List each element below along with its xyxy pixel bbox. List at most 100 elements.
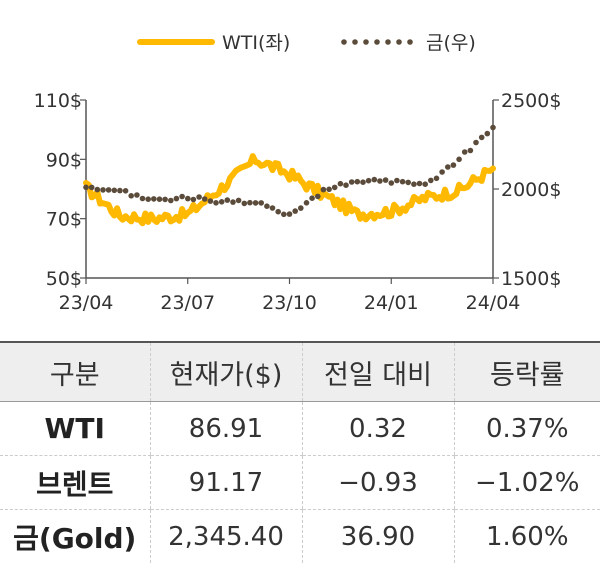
gold-series-point bbox=[100, 187, 106, 193]
y-left-tick-label: 50$ bbox=[46, 268, 82, 290]
legend-gold-swatch bbox=[407, 39, 413, 45]
y-left-tick-label: 110$ bbox=[34, 90, 82, 112]
gold-series-point bbox=[338, 181, 344, 187]
gold-series-point bbox=[191, 197, 197, 203]
y-left-tick-label: 70$ bbox=[46, 209, 82, 231]
gold-series-point bbox=[236, 198, 242, 204]
table-cell: 91.17 bbox=[150, 456, 302, 510]
gold-series-point bbox=[151, 196, 157, 202]
x-tick-label: 23/04 bbox=[59, 292, 114, 314]
legend-gold-label: 금(우) bbox=[426, 32, 476, 54]
legend-gold-swatch bbox=[396, 39, 402, 45]
gold-series-point bbox=[112, 188, 118, 194]
table-cell: 0.37% bbox=[454, 402, 600, 456]
gold-series-point bbox=[405, 180, 411, 186]
gold-series-point bbox=[292, 208, 298, 214]
gold-series-point bbox=[196, 194, 202, 200]
gold-series-point bbox=[417, 181, 423, 187]
x-tick-label: 23/10 bbox=[262, 292, 317, 314]
gold-series-point bbox=[185, 196, 191, 202]
gold-series-point bbox=[377, 178, 383, 184]
table-row: 브렌트 91.17 −0.93 −1.02% bbox=[0, 456, 600, 510]
table-header-row: 구분 현재가($) 전일 대비 등락률 bbox=[0, 342, 600, 402]
gold-series-point bbox=[208, 198, 214, 204]
gold-series-point bbox=[462, 149, 468, 155]
gold-series-point bbox=[275, 209, 281, 215]
gold-series-point bbox=[247, 200, 253, 206]
gold-series-point bbox=[445, 164, 451, 170]
gold-series-point bbox=[473, 140, 479, 146]
gold-series-point bbox=[315, 194, 321, 200]
legend-gold-swatch bbox=[341, 39, 347, 45]
gold-series-point bbox=[304, 200, 310, 206]
gold-series-point bbox=[117, 188, 123, 194]
gold-series-point bbox=[355, 179, 361, 185]
y-right-tick-label: 1500$ bbox=[501, 268, 561, 290]
legend-wti-label: WTI(좌) bbox=[222, 32, 290, 54]
y-right-tick-label: 2500$ bbox=[501, 90, 561, 112]
legend-gold-swatch bbox=[374, 39, 380, 45]
table-header-cell: 현재가($) bbox=[150, 342, 302, 402]
gold-series-point bbox=[140, 196, 146, 202]
table-row: WTI 86.91 0.32 0.37% bbox=[0, 402, 600, 456]
gold-series-point bbox=[349, 179, 355, 185]
table-row: 금(Gold) 2,345.40 36.90 1.60% bbox=[0, 510, 600, 563]
gold-series-point bbox=[366, 178, 372, 184]
gold-series-point bbox=[123, 188, 129, 194]
gold-series-point bbox=[162, 197, 168, 203]
gold-series-point bbox=[389, 180, 395, 186]
table-cell: 1.60% bbox=[454, 510, 600, 563]
legend-gold-swatch bbox=[385, 39, 391, 45]
gold-series-point bbox=[332, 185, 338, 191]
x-tick-label: 24/04 bbox=[466, 292, 521, 314]
row-label-cell: WTI bbox=[0, 402, 150, 456]
gold-series-point bbox=[174, 196, 180, 202]
table-cell: −1.02% bbox=[454, 456, 600, 510]
x-tick-label: 23/07 bbox=[160, 292, 215, 314]
table-cell: 86.91 bbox=[150, 402, 302, 456]
table-header-cell: 등락률 bbox=[454, 342, 600, 402]
gold-series-point bbox=[264, 203, 270, 209]
gold-series-point bbox=[372, 177, 378, 183]
gold-series-point bbox=[468, 148, 474, 154]
gold-series-point bbox=[309, 195, 315, 201]
chart-area: 110$ 90$ 70$ 50$ 2500$ 2000$ 1500$ 23/04 23/07 23… bbox=[0, 0, 600, 330]
gold-series-point bbox=[360, 179, 366, 185]
gold-series-point bbox=[281, 212, 287, 218]
gold-series-point bbox=[83, 185, 89, 191]
gold-series-point bbox=[219, 199, 225, 205]
row-label-cell: 금(Gold) bbox=[0, 510, 150, 563]
table-cell: 0.32 bbox=[302, 402, 454, 456]
gold-series-point bbox=[242, 201, 248, 207]
gold-series-point bbox=[485, 131, 491, 137]
y-right-tick-label: 2000$ bbox=[501, 179, 561, 201]
gold-series-point bbox=[394, 178, 400, 184]
gold-series-point bbox=[434, 176, 440, 182]
gold-series-point bbox=[422, 181, 428, 187]
table-header-cell: 구분 bbox=[0, 342, 150, 402]
gold-series-point bbox=[95, 187, 101, 193]
gold-series-point bbox=[479, 135, 485, 141]
price-line-chart: 110$ 90$ 70$ 50$ 2500$ 2000$ 1500$ 23/04 23/07 23… bbox=[0, 0, 600, 330]
gold-series-point bbox=[411, 181, 417, 187]
x-tick-label: 24/01 bbox=[364, 292, 419, 314]
table-header-cell: 전일 대비 bbox=[302, 342, 454, 402]
gold-series-point bbox=[270, 205, 276, 211]
row-label-cell: 브렌트 bbox=[0, 456, 150, 510]
gold-series-point bbox=[287, 211, 293, 217]
gold-series-point bbox=[439, 169, 445, 175]
gold-series-point bbox=[343, 182, 349, 188]
gold-series-point bbox=[89, 185, 95, 191]
gold-series-point bbox=[451, 162, 457, 168]
gold-series-point bbox=[456, 157, 462, 163]
gold-series-point bbox=[383, 177, 389, 183]
table-cell: −0.93 bbox=[302, 456, 454, 510]
gold-series-point bbox=[106, 187, 112, 193]
y-left-tick-label: 90$ bbox=[46, 149, 82, 171]
gold-series-point bbox=[490, 125, 496, 131]
gold-series-point bbox=[202, 196, 208, 202]
table-cell: 36.90 bbox=[302, 510, 454, 563]
gold-series-point bbox=[428, 178, 434, 184]
gold-series-point bbox=[179, 194, 185, 200]
gold-series-point bbox=[225, 197, 231, 203]
